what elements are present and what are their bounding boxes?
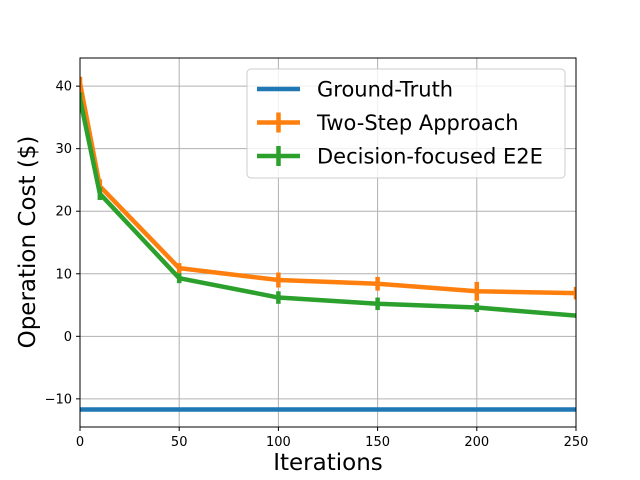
- series-decision-focused-e2e: [80, 92, 576, 318]
- x-tick-label: 150: [365, 435, 390, 450]
- legend-box: [246, 68, 566, 179]
- y-tick-label: 30: [55, 142, 72, 157]
- x-tick-label: 0: [76, 435, 84, 450]
- legend-label: Decision-focused E2E: [317, 145, 543, 169]
- x-axis-label: Iterations: [273, 450, 383, 476]
- y-tick-label: 0: [64, 330, 72, 345]
- x-tick-label: 250: [564, 435, 589, 450]
- x-tick-label: 200: [464, 435, 489, 450]
- plot-frame: [79, 57, 577, 428]
- x-tick-label: 50: [171, 435, 188, 450]
- legend-label: Ground-Truth: [317, 78, 453, 102]
- legend-label: Two-Step Approach: [316, 111, 519, 135]
- y-axis-label: Operation Cost ($): [15, 136, 41, 349]
- x-tick-label: 100: [266, 435, 291, 450]
- tick-layer: 0 50 100 150 200 250 −10 0 10 20 30 40: [45, 80, 589, 450]
- y-tick-label: 40: [55, 80, 72, 95]
- y-tick-label: 20: [55, 205, 72, 220]
- y-tick-label: −10: [45, 392, 72, 407]
- series-layer: [80, 76, 576, 412]
- y-tick-label: 10: [55, 267, 72, 282]
- legend: Ground-Truth Two-Step Approach Decision-fo…: [246, 68, 566, 179]
